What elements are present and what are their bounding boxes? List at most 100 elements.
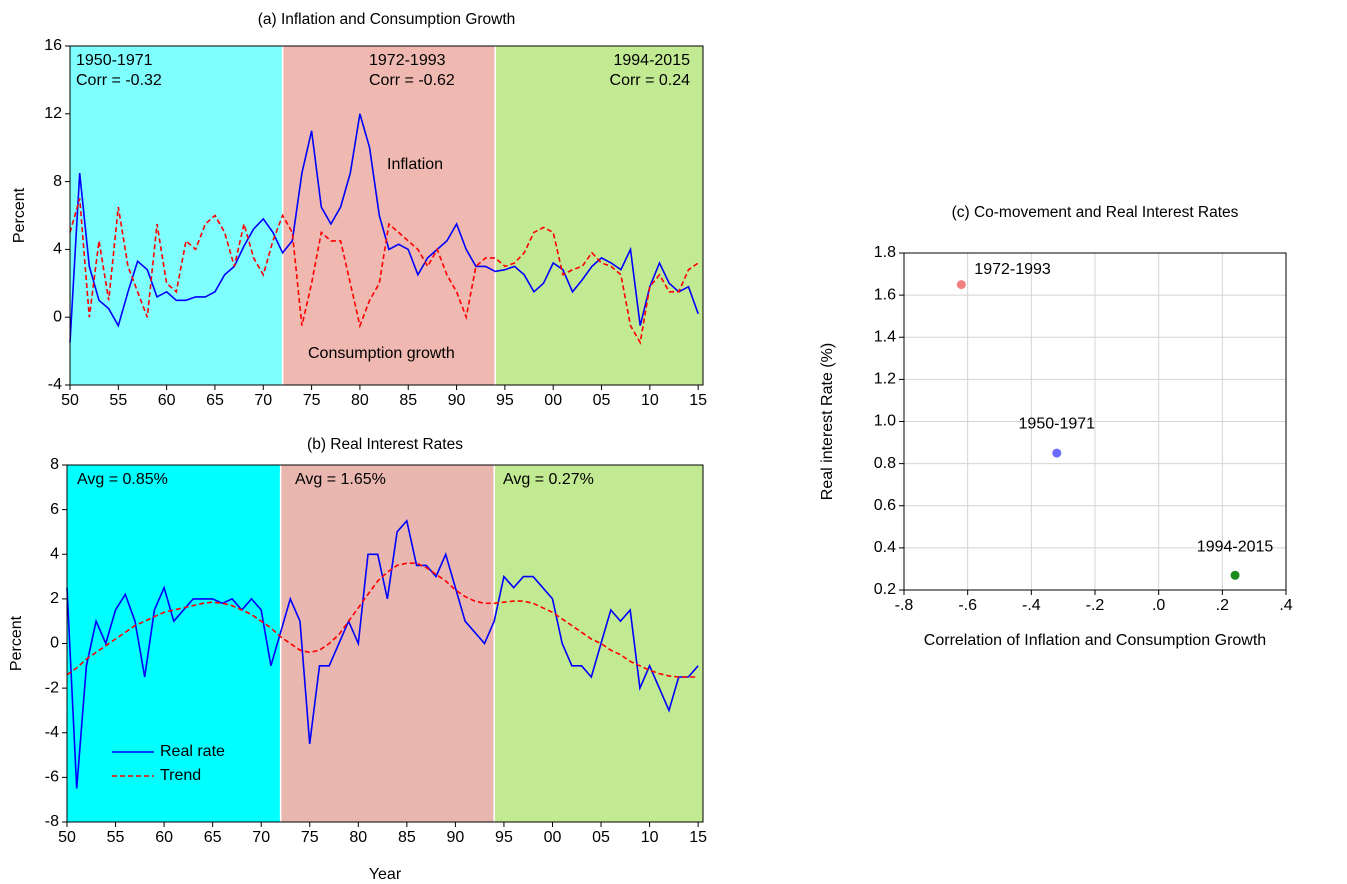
x-tick-label: 50	[58, 829, 76, 846]
x-tick-label: 65	[206, 392, 224, 409]
y-tick-label: 1.2	[874, 371, 896, 388]
y-tick-label: 4	[53, 241, 62, 258]
y-tick-label: -4	[45, 724, 59, 741]
x-tick-label: 15	[689, 829, 707, 846]
point-label: 1994-2015	[1197, 538, 1274, 555]
y-axis-label: Real interest Rate (%)	[819, 343, 836, 500]
x-tick-label: 10	[641, 829, 659, 846]
x-tick-label: -.8	[895, 597, 914, 614]
y-tick-label: -8	[45, 813, 59, 830]
legend-label: Trend	[160, 767, 201, 784]
series-line	[69, 113, 699, 343]
x-tick-label: 00	[544, 829, 562, 846]
x-tick-label: 55	[107, 829, 125, 846]
y-tick-label: 1.4	[874, 328, 896, 345]
y-axis-label: Percent	[8, 615, 25, 671]
x-tick-label: 95	[496, 392, 514, 409]
x-tick-label: 90	[448, 392, 466, 409]
period-label: 1950-1971	[76, 52, 153, 69]
y-tick-label: 0.4	[874, 539, 896, 556]
y-tick-label: 1.0	[874, 413, 896, 430]
x-tick-label: -.6	[958, 597, 977, 614]
x-tick-label: .2	[1216, 597, 1229, 614]
y-tick-label: 0.8	[874, 455, 896, 472]
legend-label: Real rate	[160, 743, 225, 760]
x-tick-label: 80	[349, 829, 367, 846]
x-tick-label: -.2	[1086, 597, 1105, 614]
y-tick-label: 2	[50, 590, 59, 607]
y-tick-label: 0	[50, 635, 59, 652]
period-label: 1972-1993	[369, 52, 446, 69]
x-axis-label: Correlation of Inflation and Consumption…	[924, 632, 1266, 649]
y-tick-label: 0.2	[874, 581, 896, 598]
x-tick-label: 70	[254, 392, 272, 409]
period-shade	[282, 46, 496, 385]
y-tick-label: 4	[50, 545, 59, 562]
annotation: Inflation	[387, 156, 443, 173]
period-note: Avg = 1.65%	[295, 471, 386, 488]
y-tick-label: 8	[50, 456, 59, 473]
x-tick-label: 00	[544, 392, 562, 409]
period-shade	[495, 46, 703, 385]
y-tick-label: 1.6	[874, 286, 896, 303]
x-tick-label: 70	[252, 829, 270, 846]
period-note: Avg = 0.85%	[77, 471, 168, 488]
x-axis-label: Year	[369, 866, 402, 883]
x-tick-label: 90	[446, 829, 464, 846]
x-tick-label: 85	[399, 392, 417, 409]
y-tick-label: 16	[44, 37, 62, 54]
x-tick-label: 60	[158, 392, 176, 409]
point-label: 1950-1971	[1019, 415, 1096, 432]
plot-frame	[66, 464, 704, 823]
chart-title: (c) Co-movement and Real Interest Rates	[952, 204, 1239, 221]
x-tick-label: 05	[593, 392, 611, 409]
x-tick-label: 05	[592, 829, 610, 846]
x-tick-label: .0	[1152, 597, 1165, 614]
y-tick-label: 8	[53, 173, 62, 190]
series-line	[66, 562, 699, 678]
y-tick-label: 1.8	[874, 244, 896, 261]
x-tick-label: .4	[1279, 597, 1292, 614]
y-tick-label: 0	[53, 308, 62, 325]
y-tick-label: -4	[48, 376, 62, 393]
x-tick-label: 10	[641, 392, 659, 409]
y-axis-label: Percent	[11, 187, 28, 243]
x-tick-label: 85	[398, 829, 416, 846]
annotation: Consumption growth	[308, 345, 455, 362]
x-tick-label: 60	[155, 829, 173, 846]
chart-title: (a) Inflation and Consumption Growth	[258, 11, 516, 28]
y-tick-label: 12	[44, 105, 62, 122]
point	[1230, 570, 1240, 580]
period-shade	[494, 465, 703, 822]
x-tick-label: 75	[301, 829, 319, 846]
period-note: Corr = -0.32	[76, 72, 162, 89]
point	[956, 280, 966, 290]
y-tick-label: -6	[45, 769, 59, 786]
x-tick-label: 15	[689, 392, 707, 409]
plot-frame	[69, 45, 704, 386]
plot-frame	[903, 252, 1287, 591]
x-tick-label: 55	[109, 392, 127, 409]
x-tick-label: 80	[351, 392, 369, 409]
x-tick-label: 50	[61, 392, 79, 409]
x-tick-label: -.4	[1022, 597, 1041, 614]
x-tick-label: 65	[204, 829, 222, 846]
point-label: 1972-1993	[974, 261, 1051, 278]
period-shade	[67, 465, 281, 822]
period-label: 1994-2015	[613, 52, 690, 69]
period-shade	[70, 46, 283, 385]
x-tick-label: 95	[495, 829, 513, 846]
series-line	[69, 198, 699, 345]
period-note: Corr = 0.24	[610, 72, 691, 89]
period-note: Corr = -0.62	[369, 72, 455, 89]
period-shade	[280, 465, 495, 822]
y-tick-label: -2	[45, 679, 59, 696]
y-tick-label: 0.6	[874, 497, 896, 514]
x-tick-label: 75	[303, 392, 321, 409]
period-note: Avg = 0.27%	[503, 471, 594, 488]
y-tick-label: 6	[50, 501, 59, 518]
point	[1052, 448, 1062, 458]
chart-title: (b) Real Interest Rates	[307, 436, 463, 453]
